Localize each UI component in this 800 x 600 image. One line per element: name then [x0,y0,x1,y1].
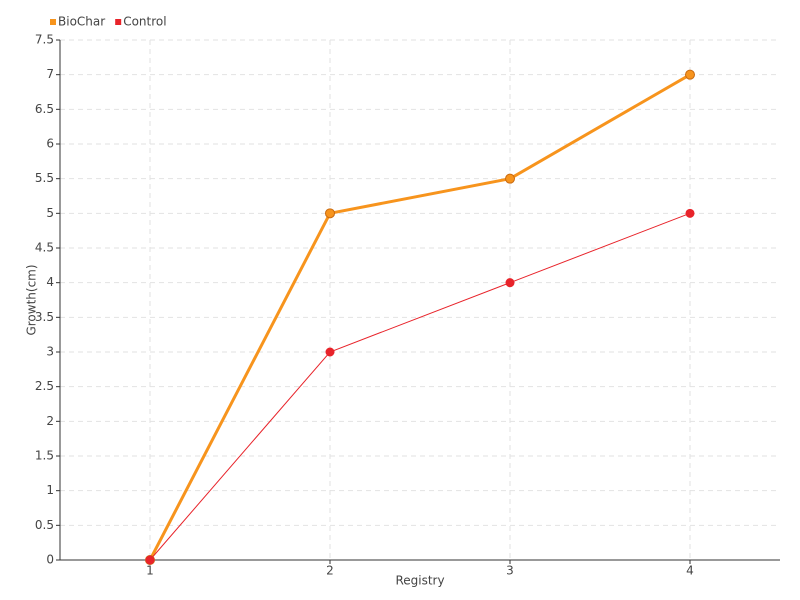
data-point [505,278,515,288]
data-point [145,555,155,565]
series-line [149,212,691,561]
data-point [325,347,335,357]
y-axis-label: Growth(cm) [25,264,39,335]
y-tick-label: 3 [46,345,54,359]
data-point [685,69,695,80]
x-axis-label: Registry [395,574,444,588]
x-tick-label: 4 [686,564,694,578]
y-tick-label: 6.5 [35,102,54,116]
y-tick-label: 1 [46,483,54,497]
y-tick-label: 3.5 [35,310,54,324]
y-tick-label: 7 [46,67,54,81]
data-point [325,208,335,219]
y-tick-label: 0 [46,553,54,567]
x-tick-label: 2 [326,564,334,578]
legend-swatch [50,19,56,25]
y-tick-label: 4 [46,275,54,289]
series-line [148,73,691,561]
legend-label: BioChar [58,15,105,29]
y-tick-label: 6 [46,137,54,151]
x-tick-label: 3 [506,564,514,578]
y-tick-label: 4.5 [35,241,54,255]
data-point [505,173,515,184]
y-tick-label: 0.5 [35,518,54,532]
data-point [685,208,695,218]
y-tick-label: 1.5 [35,449,54,463]
legend-swatch [115,19,122,25]
legend-label: Control [123,15,166,29]
y-tick-label: 5.5 [35,171,54,185]
y-tick-label: 2.5 [35,379,54,393]
x-tick-label: 1 [146,564,154,578]
y-tick-label: 7.5 [35,33,54,47]
y-tick-label: 5 [46,206,54,220]
y-tick-label: 2 [46,414,54,428]
